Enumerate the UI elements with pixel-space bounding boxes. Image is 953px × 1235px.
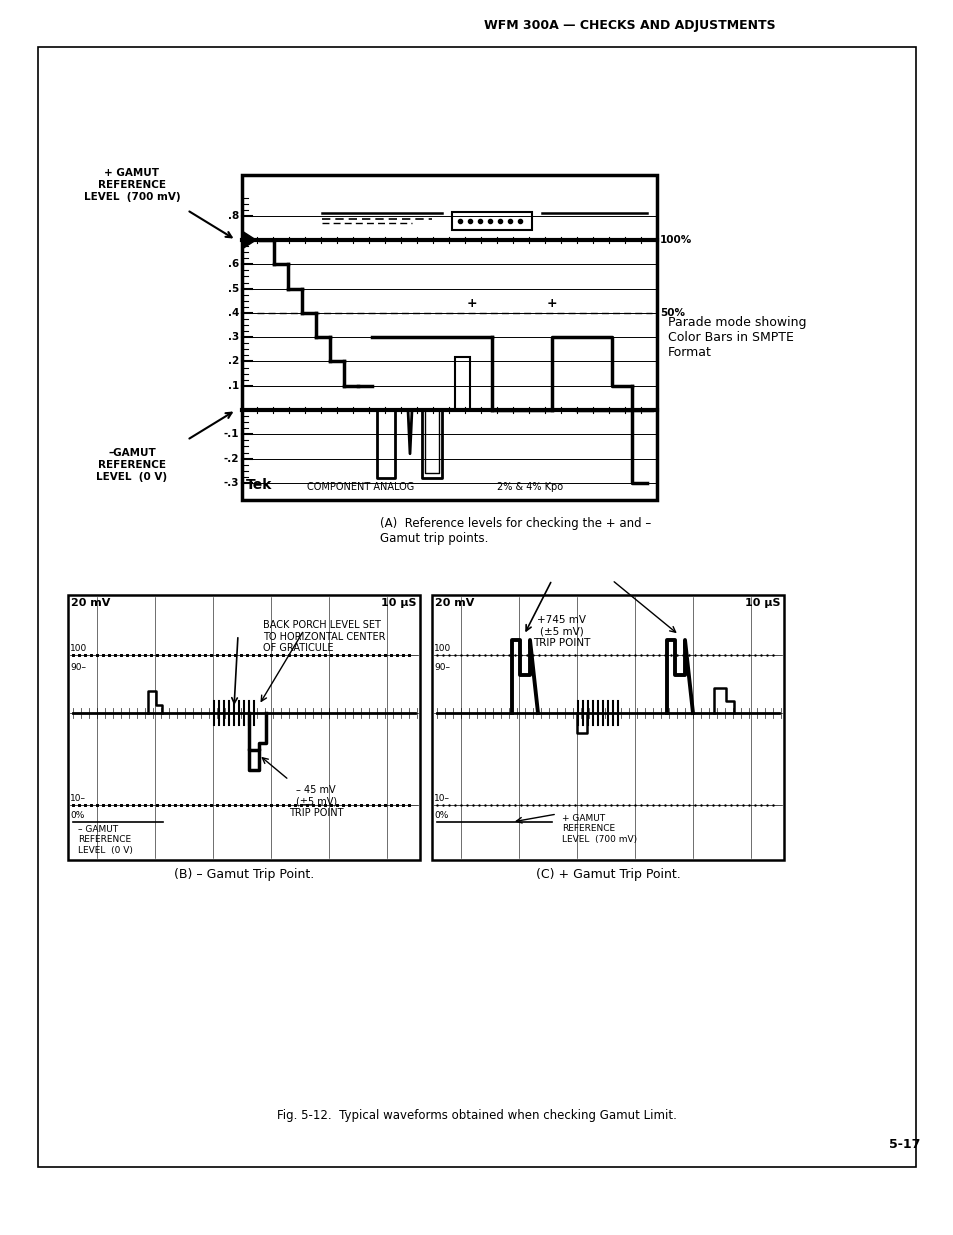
- Text: 10 μS: 10 μS: [381, 598, 416, 608]
- Text: (B) – Gamut Trip Point.: (B) – Gamut Trip Point.: [173, 868, 314, 881]
- Text: 100%: 100%: [659, 235, 692, 245]
- Text: 100: 100: [70, 643, 87, 653]
- Text: + GAMUT
REFERENCE
LEVEL  (700 mV): + GAMUT REFERENCE LEVEL (700 mV): [561, 814, 637, 844]
- Text: 100: 100: [434, 643, 451, 653]
- Text: -.1: -.1: [223, 430, 239, 440]
- Text: 0%: 0%: [434, 811, 448, 820]
- Text: COMPONENT ANALOG: COMPONENT ANALOG: [307, 482, 414, 492]
- Text: +745 mV
(±5 mV)
TRIP POINT: +745 mV (±5 mV) TRIP POINT: [533, 615, 590, 648]
- Text: 10–: 10–: [70, 794, 86, 803]
- Text: +: +: [466, 296, 476, 310]
- Text: .4: .4: [228, 308, 239, 317]
- Text: -.2: -.2: [223, 453, 239, 463]
- Text: .8: .8: [228, 211, 239, 221]
- Bar: [432, 595, 783, 860]
- Text: .6: .6: [228, 259, 239, 269]
- Text: .1: .1: [228, 380, 239, 390]
- Text: 90–: 90–: [70, 663, 86, 672]
- Text: .3: .3: [228, 332, 239, 342]
- Bar: [452, 211, 532, 230]
- Text: 10–: 10–: [434, 794, 450, 803]
- Text: BACK PORCH LEVEL SET
TO HORIZONTAL CENTER
OF GRATICULE: BACK PORCH LEVEL SET TO HORIZONTAL CENTE…: [263, 620, 385, 653]
- Bar: [455, 357, 470, 410]
- Text: 2% & 4% Kpo: 2% & 4% Kpo: [497, 482, 562, 492]
- Polygon shape: [242, 231, 255, 249]
- Text: –GAMUT
REFERENCE
LEVEL  (0 V): –GAMUT REFERENCE LEVEL (0 V): [96, 448, 168, 482]
- Text: 20 mV: 20 mV: [435, 598, 474, 608]
- Text: – GAMUT
REFERENCE
LEVEL  (0 V): – GAMUT REFERENCE LEVEL (0 V): [78, 825, 132, 855]
- Text: Tek: Tek: [246, 478, 273, 492]
- Text: 50%: 50%: [659, 308, 684, 317]
- Text: +: +: [546, 296, 557, 310]
- Text: Fig. 5-12.  Typical waveforms obtained when checking Gamut Limit.: Fig. 5-12. Typical waveforms obtained wh…: [276, 1109, 677, 1121]
- Text: WFM 300A — CHECKS AND ADJUSTMENTS: WFM 300A — CHECKS AND ADJUSTMENTS: [484, 19, 775, 32]
- Text: .2: .2: [228, 357, 239, 367]
- Text: – 45 mV
(±5 mV)
TRIP POINT: – 45 mV (±5 mV) TRIP POINT: [289, 785, 343, 819]
- Text: 5-17: 5-17: [888, 1139, 920, 1151]
- Text: (C) + Gamut Trip Point.: (C) + Gamut Trip Point.: [535, 868, 679, 881]
- Bar: [68, 595, 419, 860]
- Text: 90–: 90–: [434, 663, 450, 672]
- Text: 20 mV: 20 mV: [71, 598, 111, 608]
- Text: -.3: -.3: [223, 478, 239, 488]
- Text: 10 μS: 10 μS: [744, 598, 781, 608]
- Text: Parade mode showing
Color Bars in SMPTE
Format: Parade mode showing Color Bars in SMPTE …: [667, 316, 805, 358]
- Bar: [242, 175, 657, 500]
- Text: .5: .5: [228, 284, 239, 294]
- Text: + GAMUT
REFERENCE
LEVEL  (700 mV): + GAMUT REFERENCE LEVEL (700 mV): [84, 168, 180, 201]
- Text: 0%: 0%: [70, 811, 84, 820]
- Text: (A)  Reference levels for checking the + and –
Gamut trip points.: (A) Reference levels for checking the + …: [379, 517, 651, 545]
